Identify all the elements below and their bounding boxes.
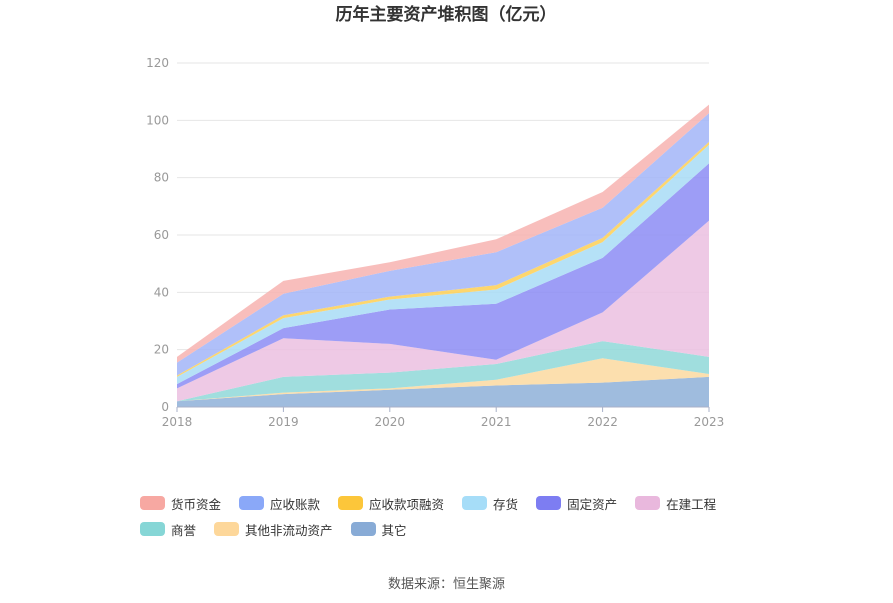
y-tick-label: 0 [161, 400, 169, 414]
legend-item[interactable]: 应收账款 [239, 494, 320, 512]
y-tick-label: 80 [154, 171, 169, 185]
y-tick-label: 100 [146, 113, 169, 127]
x-tick-label: 2018 [162, 415, 193, 429]
area-series-4 [177, 163, 709, 389]
legend-swatch [635, 496, 661, 510]
legend-label: 应收账款 [270, 496, 321, 512]
legend-label: 应收款项融资 [369, 496, 445, 512]
legend-swatch [536, 496, 562, 510]
legend-item[interactable]: 商誉 [140, 520, 196, 538]
y-tick-label: 120 [146, 56, 169, 70]
legend-swatch [239, 496, 265, 510]
legend-label: 固定资产 [567, 496, 618, 512]
area-series-3 [177, 220, 709, 402]
legend-item[interactable]: 存货 [462, 494, 518, 512]
legend-label: 其他非流动资产 [245, 522, 333, 538]
legend-label: 其它 [381, 522, 407, 538]
chart-title: 历年主要资产堆积图（亿元） [336, 4, 557, 25]
area-series-7 [177, 113, 709, 376]
legend-item[interactable]: 固定资产 [536, 494, 617, 512]
legend-label: 存货 [493, 496, 519, 512]
legend-item[interactable]: 其它 [350, 520, 407, 538]
legend-swatch [140, 496, 165, 510]
legend-swatch [350, 522, 376, 536]
areas [177, 104, 709, 407]
legend-swatch [338, 496, 364, 510]
x-tick-label: 2021 [481, 415, 512, 429]
axes: 0 20 40 60 80 100 120 2018 2019 2020 2021 2022 2023 [146, 56, 724, 429]
y-tick-label: 20 [154, 343, 169, 357]
area-series-0 [177, 376, 709, 407]
area-series-2 [177, 341, 709, 402]
legend-swatch [462, 496, 488, 510]
y-tick-label: 60 [154, 228, 169, 242]
data-source: 数据来源：恒生聚源 [387, 577, 505, 592]
legend-label: 在建工程 [666, 496, 717, 512]
area-series-1 [177, 358, 709, 402]
x-tick-label: 2019 [268, 415, 299, 429]
legend-label: 商誉 [171, 522, 197, 538]
legend-swatch [140, 522, 165, 536]
x-tick-label: 2022 [587, 415, 618, 429]
legend-item[interactable]: 在建工程 [635, 494, 716, 512]
legend-item[interactable]: 应收款项融资 [338, 494, 444, 512]
legend-item[interactable]: 其他非流动资产 [214, 520, 333, 538]
legend-swatch [214, 522, 240, 536]
x-tick-label: 2023 [694, 415, 725, 429]
legend-label: 货币资金 [171, 496, 222, 512]
y-tick-label: 40 [154, 285, 169, 299]
legend: 货币资金 应收账款 应收款项融资 存货 固定资产 在建工程商誉 其他非流动资产 其它 [140, 494, 780, 538]
x-tick-label: 2020 [375, 415, 406, 429]
legend-item[interactable]: 货币资金 [140, 494, 221, 512]
